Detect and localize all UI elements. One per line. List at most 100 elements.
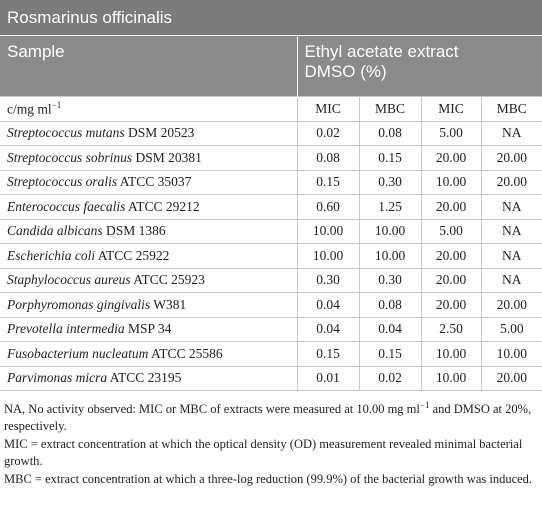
value-cell: 0.04 xyxy=(296,316,360,342)
value-cell: 20.00 xyxy=(420,243,482,269)
value-cell: 10.00 xyxy=(420,365,482,391)
value-cell: 20.00 xyxy=(480,145,542,171)
species-name: Streptococcus sobrinus xyxy=(7,149,133,165)
strain: DSM 20381 xyxy=(135,149,202,165)
value-cell: 2.50 xyxy=(420,316,482,342)
value-cell: 0.15 xyxy=(358,341,422,367)
column-header: MBC xyxy=(480,96,542,122)
value-cell: 10.00 xyxy=(358,243,422,269)
value-cell: 10.00 xyxy=(420,341,482,367)
footnote-text: MBC = extract concentration at which a t… xyxy=(4,472,533,487)
sample-cell: Fusobacterium nucleatum ATCC 25586 xyxy=(0,341,298,367)
value-cell: 20.00 xyxy=(420,267,482,293)
column-header: MIC xyxy=(296,96,360,122)
table-row: Prevotella intermedia MSP 34 0.04 0.04 2.50… xyxy=(0,316,542,342)
footnote: MIC = extract concentration at which the… xyxy=(4,436,538,470)
value-cell: 0.15 xyxy=(358,145,422,171)
footnote: MBC = extract concentration at which a t… xyxy=(4,471,538,488)
value-cell: 0.08 xyxy=(358,292,422,318)
value-cell: NA xyxy=(480,194,542,220)
table-row: Fusobacterium nucleatum ATCC 25586 0.15 0.… xyxy=(0,341,542,367)
value-cell: 0.04 xyxy=(358,316,422,342)
value-cell: 0.08 xyxy=(296,145,360,171)
value-cell: 0.02 xyxy=(358,365,422,391)
strain: ATCC 23195 xyxy=(109,370,182,386)
value-cell: NA xyxy=(480,120,542,146)
strain: ATCC 25586 xyxy=(151,345,223,361)
sample-cell: Parvimonas micra ATCC 23195 xyxy=(0,365,298,391)
value-cell: 10.00 xyxy=(358,218,422,244)
value-cell: 0.01 xyxy=(296,365,360,391)
strain: DSM 1386 xyxy=(106,223,166,239)
sample-cell: Enterococcus faecalis ATCC 29212 xyxy=(0,194,298,220)
value-cell: 0.30 xyxy=(358,169,422,195)
footnote-text: MIC = extract concentration at which the… xyxy=(4,437,523,469)
data-table: Sample Ethyl acetate extract DMSO (%) c/m… xyxy=(0,36,542,391)
unit-text: c/mg ml xyxy=(7,101,52,117)
value-cell: 20.00 xyxy=(480,292,542,318)
table-row: Staphylococcus aureus ATCC 25923 0.30 0.30… xyxy=(0,267,542,293)
value-cell: 10.00 xyxy=(296,243,360,269)
species-name: Fusobacterium nucleatum xyxy=(7,345,149,361)
strain: ATCC 25923 xyxy=(133,272,205,288)
table-body: c/mg ml−1 MIC MBC MIC MBC Streptococcus mutan… xyxy=(0,96,542,391)
footnote-text: NA, No activity observed: MIC or MBC of … xyxy=(4,402,420,417)
value-cell: 0.08 xyxy=(358,120,422,146)
strain: ATCC 29212 xyxy=(127,198,200,214)
sample-cell: Porphyromonas gingivalis W381 xyxy=(0,292,298,318)
column-header: MBC xyxy=(358,96,422,122)
value-cell: 0.30 xyxy=(296,267,360,293)
species-name: Streptococcus mutans xyxy=(7,125,125,141)
species-name: Enterococcus faecalis xyxy=(7,198,126,214)
header-sample: Sample xyxy=(0,36,297,97)
value-cell: 0.04 xyxy=(296,292,360,318)
value-cell: 10.00 xyxy=(420,169,482,195)
footnote: NA, No activity observed: MIC or MBC of … xyxy=(4,397,538,435)
table-row: Streptococcus mutans DSM 20523 0.02 0.08 5.… xyxy=(0,120,542,146)
value-cell: 10.00 xyxy=(296,218,360,244)
strain: ATCC 25922 xyxy=(97,247,170,263)
sample-cell: Streptococcus sobrinus DSM 20381 xyxy=(0,145,298,171)
sample-cell: Prevotella intermedia MSP 34 xyxy=(0,316,298,342)
header-extract: Ethyl acetate extract DMSO (%) xyxy=(296,36,542,97)
value-cell: 20.00 xyxy=(420,145,482,171)
value-cell: 5.00 xyxy=(420,218,482,244)
species-name: Streptococcus oralis xyxy=(7,174,118,190)
value-cell: 0.02 xyxy=(296,120,360,146)
value-cell: 20.00 xyxy=(480,365,542,391)
value-cell: NA xyxy=(480,243,542,269)
strain: DSM 20523 xyxy=(127,125,195,141)
value-cell: 0.15 xyxy=(296,169,360,195)
table-row: Porphyromonas gingivalis W381 0.04 0.08 20.… xyxy=(0,292,542,318)
table-title: Rosmarinus officinalis xyxy=(0,0,542,36)
subheader-row: c/mg ml−1 MIC MBC MIC MBC xyxy=(0,96,542,122)
column-header: MIC xyxy=(420,96,482,122)
strain: ATCC 35037 xyxy=(119,174,192,190)
value-cell: 20.00 xyxy=(420,292,482,318)
value-cell: 5.00 xyxy=(480,316,542,342)
unit-cell: c/mg ml−1 xyxy=(0,96,298,122)
sample-cell: Streptococcus mutans DSM 20523 xyxy=(0,120,298,146)
species-name: Escherichia coli xyxy=(7,247,96,263)
value-cell: 1.25 xyxy=(358,194,422,220)
species-name: Porphyromonas gingivalis xyxy=(7,296,151,312)
value-cell: NA xyxy=(480,267,542,293)
header-line: DMSO (%) xyxy=(304,62,387,81)
table-row: Candida albicans DSM 1386 10.00 10.00 5.00 N… xyxy=(0,218,542,244)
footnote-text: and DMSO at 20%, respectively. xyxy=(4,402,532,434)
footnote-sup: −1 xyxy=(419,400,430,410)
species-name: Staphylococcus aureus xyxy=(7,272,131,288)
strain: W381 xyxy=(153,296,187,312)
value-cell: 0.30 xyxy=(358,267,422,293)
species-name: Prevotella intermedia xyxy=(7,321,125,337)
table-row: Escherichia coli ATCC 25922 10.00 10.00 20.… xyxy=(0,243,542,269)
value-cell: 20.00 xyxy=(420,194,482,220)
value-cell: 5.00 xyxy=(420,120,482,146)
sample-cell: Staphylococcus aureus ATCC 25923 xyxy=(0,267,298,293)
unit-sup: −1 xyxy=(51,100,62,110)
value-cell: 0.15 xyxy=(296,341,360,367)
table-row: Streptococcus oralis ATCC 35037 0.15 0.30 1… xyxy=(0,169,542,195)
footnotes: NA, No activity observed: MIC or MBC of … xyxy=(0,391,542,488)
sample-cell: Streptococcus oralis ATCC 35037 xyxy=(0,169,298,195)
